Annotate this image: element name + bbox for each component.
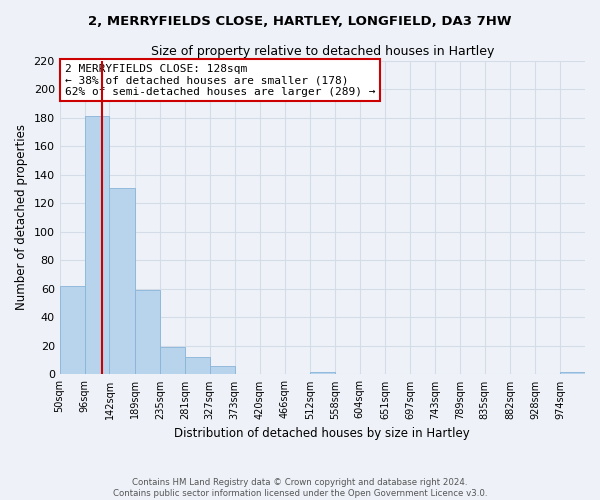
Text: 2, MERRYFIELDS CLOSE, HARTLEY, LONGFIELD, DA3 7HW: 2, MERRYFIELDS CLOSE, HARTLEY, LONGFIELD… xyxy=(88,15,512,28)
Text: Contains HM Land Registry data © Crown copyright and database right 2024.
Contai: Contains HM Land Registry data © Crown c… xyxy=(113,478,487,498)
Bar xyxy=(310,372,335,374)
Title: Size of property relative to detached houses in Hartley: Size of property relative to detached ho… xyxy=(151,45,494,58)
Y-axis label: Number of detached properties: Number of detached properties xyxy=(15,124,28,310)
X-axis label: Distribution of detached houses by size in Hartley: Distribution of detached houses by size … xyxy=(175,427,470,440)
Bar xyxy=(160,348,185,374)
Bar xyxy=(85,116,109,374)
Bar xyxy=(59,286,85,374)
Text: 2 MERRYFIELDS CLOSE: 128sqm
← 38% of detached houses are smaller (178)
62% of se: 2 MERRYFIELDS CLOSE: 128sqm ← 38% of det… xyxy=(65,64,376,97)
Bar xyxy=(209,366,235,374)
Bar xyxy=(185,358,209,374)
Bar xyxy=(109,188,135,374)
Bar xyxy=(135,290,160,374)
Bar xyxy=(560,372,585,374)
